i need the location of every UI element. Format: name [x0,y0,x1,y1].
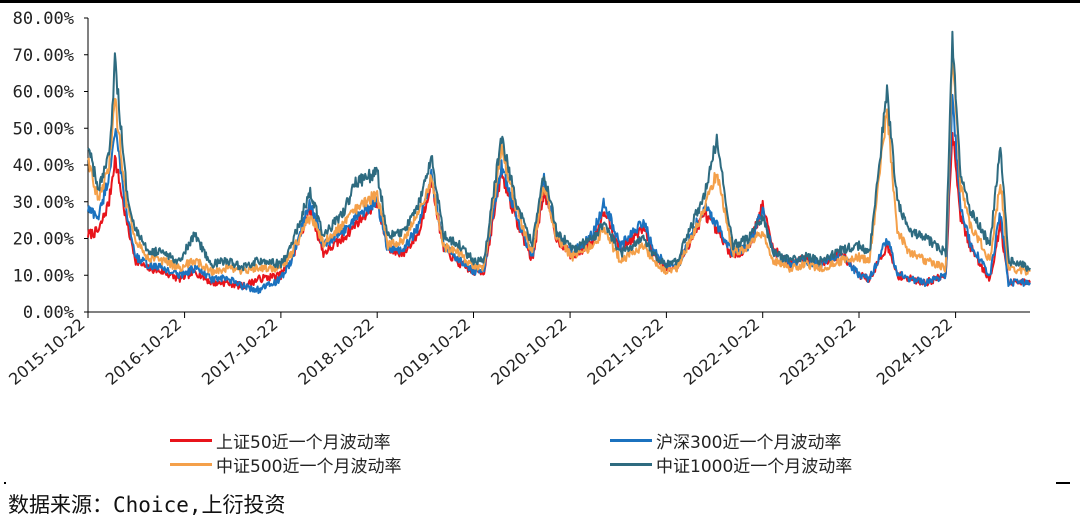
x-tick-label: 2018-10-22 [294,315,377,389]
top-rule [0,0,1080,3]
x-tick-label: 2024-10-22 [873,315,956,389]
legend-swatch-csi1000 [610,463,652,466]
legend-label-csi1000: 中证1000近一个月波动率 [656,457,853,477]
legend-item-csi300: 沪深300近一个月波动率 [610,428,841,453]
y-tick-label: 40.00% [13,156,74,176]
series-layer [87,30,1031,295]
legend-item-csi500: 中证500近一个月波动率 [170,452,401,477]
x-tick-label: 2020-10-22 [487,315,570,389]
legend-item-sse50: 上证50近一个月波动率 [170,428,391,453]
y-tick-label: 10.00% [13,266,74,286]
y-tick-label: 30.00% [13,193,74,213]
legend-swatch-csi300 [610,439,652,442]
x-tick-label: 2017-10-22 [198,315,281,389]
legend-label-csi300: 沪深300近一个月波动率 [656,433,842,453]
y-tick-label: 0.00% [23,303,74,323]
x-tick-label: 2021-10-22 [584,315,667,389]
y-tick-label: 20.00% [13,230,74,250]
corner-dash [1056,482,1070,484]
legend-swatch-sse50 [170,439,212,442]
y-tick-label: 60.00% [13,83,74,103]
legend-label-sse50: 上证50近一个月波动率 [216,433,391,453]
x-axis: 2015-10-22 2016-10-22 2017-10-22 2018-10-22… [5,311,1030,389]
legend-label-csi500: 中证500近一个月波动率 [216,457,402,477]
source-note: 数据来源：Choice,上衍投资 [8,493,286,517]
x-tick-label: 2015-10-22 [5,315,88,389]
x-tick-label: 2023-10-22 [776,315,859,389]
y-tick-label: 80.00% [13,9,74,29]
corner-dot [4,482,6,484]
x-tick-label: 2019-10-22 [391,315,474,389]
legend-swatch-csi500 [170,463,212,466]
y-tick-label: 70.00% [13,46,74,66]
legend-item-csi1000: 中证1000近一个月波动率 [610,452,852,477]
x-tick-label: 2016-10-22 [102,315,185,389]
x-tick-label: 2022-10-22 [680,315,763,389]
y-axis: 0.00% 10.00% 20.00% 30.00% 40.00% 50.00% 60.00… [13,9,89,323]
y-tick-label: 50.00% [13,119,74,139]
series-line-3 [87,30,1031,272]
